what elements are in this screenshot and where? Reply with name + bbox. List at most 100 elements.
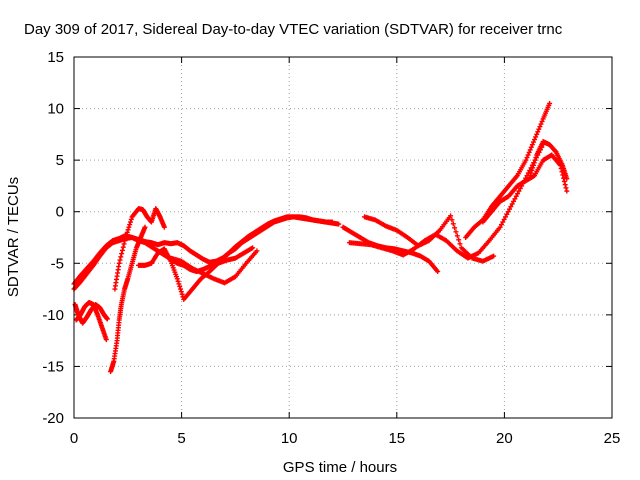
data-point-fill [128, 216, 134, 222]
data-point-fill [524, 155, 530, 161]
data-point-fill [537, 124, 543, 130]
data-point-fill [530, 139, 536, 145]
data-point [564, 176, 570, 182]
series-track-k [362, 213, 497, 264]
data-point-fill [453, 229, 459, 235]
y-tick-label: -20 [42, 410, 64, 427]
grid-layer [74, 57, 612, 418]
data-point-fill [536, 126, 542, 132]
data-point-fill [507, 206, 513, 212]
data-point-fill [126, 224, 132, 230]
series-track-b [71, 214, 335, 287]
data-point-fill [125, 227, 131, 233]
data-point [547, 100, 553, 106]
plot-frame [73, 56, 613, 419]
chart-title: Day 309 of 2017, Sidereal Day-to-day VTE… [24, 21, 563, 38]
data-points [71, 100, 570, 375]
data-point-fill [563, 185, 569, 191]
data-point-fill [127, 222, 133, 228]
x-tick-label: 10 [281, 430, 298, 447]
data-point-fill [178, 289, 184, 295]
data-point-fill [124, 229, 130, 235]
x-tick-label: 5 [177, 430, 185, 447]
data-point-fill [457, 241, 463, 247]
data-point-fill [513, 193, 519, 199]
data-point-fill [121, 241, 127, 247]
x-tick-label: 25 [604, 430, 621, 447]
data-point-fill [561, 178, 567, 184]
series-track-c [72, 302, 110, 326]
y-tick-label: -5 [51, 255, 64, 272]
data-point [497, 224, 503, 230]
data-point-fill [515, 191, 521, 197]
series-track-m [480, 152, 570, 225]
series-track-a [71, 214, 342, 292]
data-point-fill [531, 160, 537, 166]
y-tick-label: 15 [47, 49, 64, 66]
data-point-fill [552, 148, 558, 154]
data-point-fill [529, 142, 535, 148]
series-track-n [527, 139, 570, 182]
data-point-fill [527, 147, 533, 153]
data-point-fill [449, 217, 455, 223]
data-point-fill [119, 251, 125, 257]
data-point-fill [502, 214, 508, 220]
data-point [527, 173, 533, 179]
data-point-fill [528, 144, 534, 150]
data-point-fill [538, 121, 544, 127]
data-point-fill [529, 167, 535, 173]
data-point [103, 337, 109, 343]
x-axis-label: GPS time / hours [283, 459, 397, 476]
data-point-fill [505, 209, 511, 215]
data-point [174, 276, 180, 282]
data-point [142, 224, 148, 230]
data-point-fill [504, 211, 510, 217]
data-point-fill [530, 162, 536, 168]
data-point-fill [534, 131, 540, 137]
data-point-fill [456, 237, 462, 243]
data-point-fill [450, 221, 456, 227]
series-track-f [112, 206, 167, 292]
data-point-fill [509, 201, 515, 207]
x-tick-label: 15 [388, 430, 405, 447]
y-tick-label: 5 [56, 152, 64, 169]
data-point-fill [119, 247, 125, 253]
data-point-fill [562, 182, 568, 188]
data-point [104, 316, 110, 322]
data-point-fill [123, 232, 129, 238]
series-track-h [168, 248, 260, 286]
tick-layer: 0 5 10 15 20 25 -20 -15 -10 -5 0 5 10 15 [42, 49, 620, 447]
data-point-fill [127, 219, 133, 225]
data-point-fill [511, 198, 517, 204]
data-point-fill [517, 186, 523, 192]
data-point-fill [498, 222, 504, 228]
data-point [435, 269, 441, 275]
data-point [336, 221, 342, 227]
data-point-fill [177, 283, 183, 289]
data-point-fill [530, 165, 536, 171]
data-point-fill [516, 188, 522, 194]
x-tick-label: 0 [70, 430, 78, 447]
series-track-l [463, 100, 553, 240]
data-point-fill [532, 157, 538, 163]
x-tick-label: 20 [496, 430, 513, 447]
data-point-fill [118, 254, 124, 260]
data-point [564, 188, 570, 194]
y-tick-label: 0 [56, 204, 64, 221]
data-point [123, 235, 129, 240]
data-point-fill [501, 216, 507, 222]
data-point-fill [525, 152, 531, 158]
series-track-e [108, 224, 148, 375]
data-point-fill [122, 238, 128, 244]
y-axis-label: SDTVAR / TECUs [5, 177, 22, 297]
data-point-fill [175, 278, 181, 284]
y-tick-label: 10 [47, 101, 64, 118]
data-point [250, 245, 256, 251]
data-point-fill [533, 134, 539, 140]
data-point [491, 253, 497, 259]
data-point-fill [526, 149, 532, 155]
data-point-fill [120, 244, 126, 250]
data-point [532, 137, 538, 143]
data-point-fill [454, 233, 460, 239]
